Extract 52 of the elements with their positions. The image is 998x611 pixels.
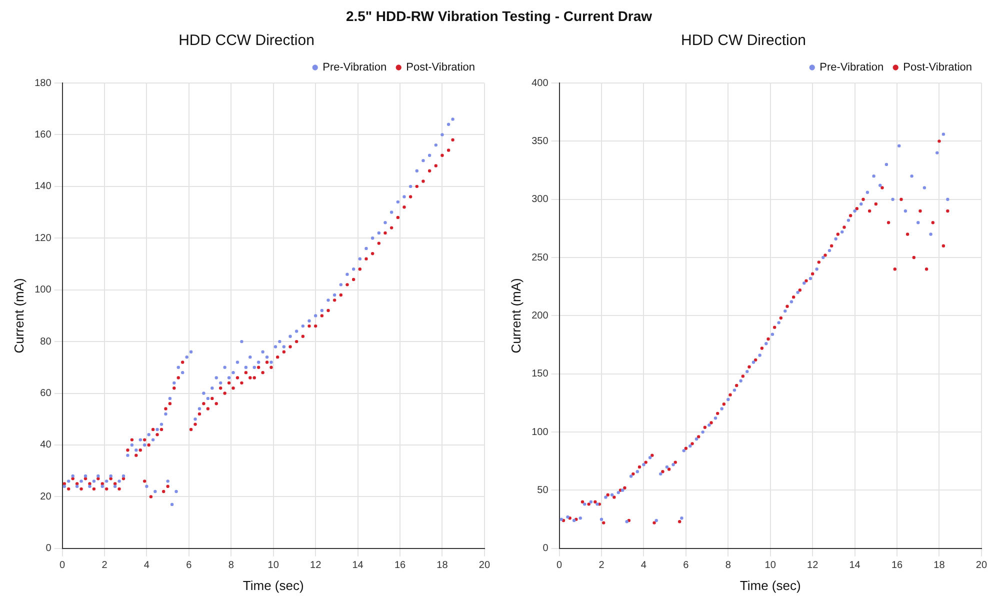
x-tick-label: 6 [186, 560, 192, 572]
x-tick-label: 18 [436, 560, 448, 572]
y-tick-label: 40 [40, 440, 52, 451]
legend-label: Post-Vibration [406, 62, 475, 74]
y-axis-title: Current (mA) [11, 278, 26, 354]
x-tick-label: 14 [849, 560, 861, 572]
chart-title: HDD CW Direction [680, 32, 806, 50]
y-tick-label: 60 [40, 388, 52, 400]
x-tick-label: 2 [102, 560, 108, 572]
y-tick-label: 140 [34, 181, 52, 192]
x-tick-label: 18 [934, 560, 946, 572]
y-tick-label: 80 [40, 336, 52, 348]
x-tick-label: 0 [556, 560, 563, 572]
x-tick-label: 12 [310, 560, 322, 572]
x-tick-label: 8 [228, 560, 234, 572]
y-tick-label: 250 [532, 252, 549, 264]
y-tick-label: 20 [40, 491, 52, 502]
x-tick-label: 20 [976, 560, 988, 572]
y-axis-title: Current (mA) [508, 278, 524, 354]
x-axis-title: Time (sec) [242, 578, 304, 593]
y-tick-label: 50 [537, 484, 549, 496]
y-tick-label: 180 [34, 78, 52, 89]
x-tick-label: 6 [683, 560, 690, 572]
y-tick-label: 400 [532, 78, 549, 89]
legend-label: Pre-Vibration [820, 62, 884, 74]
x-tick-label: 8 [725, 560, 732, 572]
x-tick-label: 16 [891, 560, 904, 572]
x-tick-label: 20 [478, 560, 490, 572]
x-axis-title: Time (sec) [740, 578, 801, 593]
x-tick-label: 10 [268, 560, 280, 572]
y-tick-label: 100 [34, 284, 52, 296]
y-tick-label: 160 [34, 129, 52, 140]
x-tick-label: 12 [807, 560, 819, 572]
x-tick-label: 2 [598, 560, 605, 572]
y-tick-label: 200 [532, 310, 549, 322]
y-tick-label: 100 [532, 426, 549, 438]
legend-label: Post-Vibration [903, 62, 972, 74]
y-tick-label: 150 [532, 368, 549, 380]
chart-title: HDD CCW Direction [178, 32, 314, 50]
y-tick-label: 120 [34, 232, 52, 244]
text: 2.5" HDD-RW Vibration Testing - Current Draw [344, 8, 654, 24]
legend-label: Pre-Vibration [322, 62, 387, 74]
y-tick-label: 300 [532, 194, 549, 206]
x-tick-label: 0 [60, 560, 66, 572]
x-tick-label: 4 [144, 560, 150, 572]
y-tick-label: 0 [46, 543, 52, 554]
y-tick-label: 350 [532, 136, 549, 147]
x-tick-label: 4 [640, 560, 647, 572]
x-tick-label: 16 [394, 560, 406, 572]
x-tick-label: 14 [352, 560, 364, 572]
y-tick-label: 0 [542, 543, 549, 554]
x-tick-label: 10 [764, 560, 776, 572]
